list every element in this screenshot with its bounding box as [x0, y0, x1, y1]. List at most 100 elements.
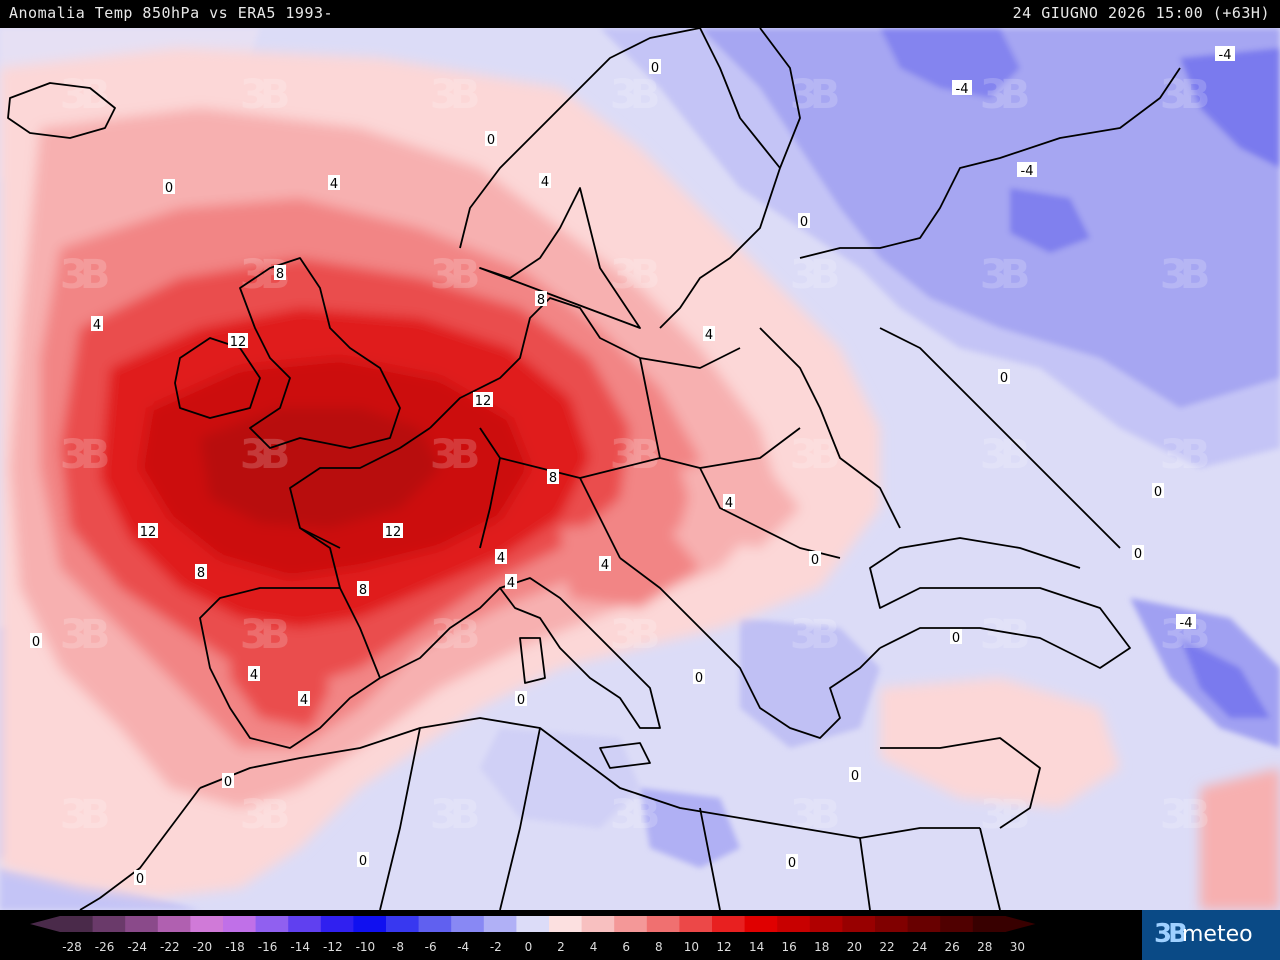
svg-text:4: 4: [507, 576, 515, 591]
svg-text:3B: 3B: [790, 252, 838, 298]
svg-text:3B: 3B: [430, 252, 478, 298]
contour-label: 0: [357, 852, 369, 869]
legend-tick-label: 20: [847, 940, 862, 954]
svg-text:4: 4: [300, 693, 308, 708]
contour-label: 0: [693, 669, 705, 686]
legend-tick-label: -12: [323, 940, 343, 954]
legend-swatch: [581, 916, 615, 932]
svg-text:3B: 3B: [980, 72, 1028, 118]
contour-label: 0: [515, 691, 527, 708]
contour-label: 12: [228, 333, 248, 350]
contour-label: 8: [274, 265, 286, 282]
legend-swatch: [451, 916, 485, 932]
legend-swatch: [125, 916, 159, 932]
legend-swatch: [386, 916, 420, 932]
svg-text:3B: 3B: [1160, 432, 1208, 478]
svg-text:4: 4: [725, 496, 733, 511]
svg-text:12: 12: [230, 335, 247, 350]
contour-label: -4: [1176, 614, 1196, 631]
warm-anomaly-fields: [0, 48, 1280, 910]
legend-swatch: [809, 916, 843, 932]
legend-swatch: [516, 916, 550, 932]
svg-text:3B: 3B: [60, 612, 108, 658]
contour-label: 8: [357, 581, 369, 598]
svg-text:0: 0: [165, 181, 173, 196]
contour-label: -4: [952, 80, 972, 97]
contour-label: 0: [1132, 545, 1144, 562]
svg-text:0: 0: [1134, 547, 1142, 562]
svg-text:3B: 3B: [240, 612, 288, 658]
svg-text:3B: 3B: [1160, 252, 1208, 298]
svg-text:3B: 3B: [240, 792, 288, 838]
svg-text:-4: -4: [1219, 48, 1232, 63]
contour-label: 4: [723, 494, 735, 511]
svg-text:3B: 3B: [60, 252, 108, 298]
svg-text:0: 0: [811, 553, 819, 568]
legend-tick-label: -14: [290, 940, 310, 954]
contour-label: 4: [298, 691, 310, 708]
contour-label: 0: [798, 213, 810, 230]
svg-text:3B: 3B: [980, 252, 1028, 298]
svg-text:0: 0: [651, 61, 659, 76]
legend-swatch: [483, 916, 517, 932]
svg-text:3B: 3B: [430, 72, 478, 118]
svg-text:-4: -4: [1021, 164, 1034, 179]
legend-tick-label: -24: [127, 940, 147, 954]
legend-swatch: [92, 916, 126, 932]
contour-label: 0: [163, 179, 175, 196]
legend-swatch: [288, 916, 322, 932]
legend-right-arrow: [1005, 916, 1036, 932]
svg-text:0: 0: [788, 856, 796, 871]
brand-logo: 3B meteo: [1142, 910, 1280, 960]
contour-label: 4: [248, 666, 260, 683]
svg-text:8: 8: [549, 471, 557, 486]
svg-text:0: 0: [952, 631, 960, 646]
svg-text:0: 0: [359, 854, 367, 869]
contour-label: 0: [649, 59, 661, 76]
svg-text:4: 4: [705, 328, 713, 343]
svg-text:3B: 3B: [980, 432, 1028, 478]
svg-text:4: 4: [93, 318, 101, 333]
legend-tick-label: -28: [62, 940, 82, 954]
legend-tick-label: -6: [425, 940, 437, 954]
legend-tick-label: 26: [945, 940, 960, 954]
contour-label: 0: [809, 551, 821, 568]
contour-label: -4: [1215, 46, 1235, 63]
svg-text:8: 8: [197, 566, 205, 581]
legend-swatch: [940, 916, 974, 932]
svg-text:0: 0: [851, 769, 859, 784]
legend-swatch: [255, 916, 289, 932]
svg-text:0: 0: [695, 671, 703, 686]
svg-text:-4: -4: [1180, 616, 1193, 631]
legend-tick-label: 10: [684, 940, 699, 954]
legend-swatch: [972, 916, 1006, 932]
svg-text:3B: 3B: [240, 432, 288, 478]
coastlines-borders: [7, 28, 1181, 910]
svg-text:-4: -4: [956, 82, 969, 97]
svg-text:3B: 3B: [790, 612, 838, 658]
legend-swatch: [712, 916, 746, 932]
contour-label: 0: [485, 131, 497, 148]
svg-text:3B: 3B: [430, 792, 478, 838]
contour-label: 0: [950, 629, 962, 646]
contour-label: 4: [599, 556, 611, 573]
contour-label: 4: [703, 326, 715, 343]
svg-text:3B: 3B: [1160, 792, 1208, 838]
legend-swatch: [842, 916, 876, 932]
map-title: Anomalia Temp 850hPa vs ERA5 1993-: [9, 4, 334, 22]
legend-swatch: [907, 916, 941, 932]
svg-text:0: 0: [487, 133, 495, 148]
contour-label: 0: [134, 870, 146, 887]
contour-label: 0: [849, 767, 861, 784]
svg-text:3B: 3B: [430, 432, 478, 478]
svg-text:4: 4: [250, 668, 258, 683]
svg-text:3B: 3B: [790, 72, 838, 118]
legend-swatch: [157, 916, 191, 932]
contour-label: 8: [547, 469, 559, 486]
contour-label: 4: [91, 316, 103, 333]
logo-text: meteo: [1182, 922, 1253, 947]
legend-tick-label: 14: [749, 940, 764, 954]
svg-text:3B: 3B: [60, 72, 108, 118]
legend-tick-label: 16: [782, 940, 797, 954]
